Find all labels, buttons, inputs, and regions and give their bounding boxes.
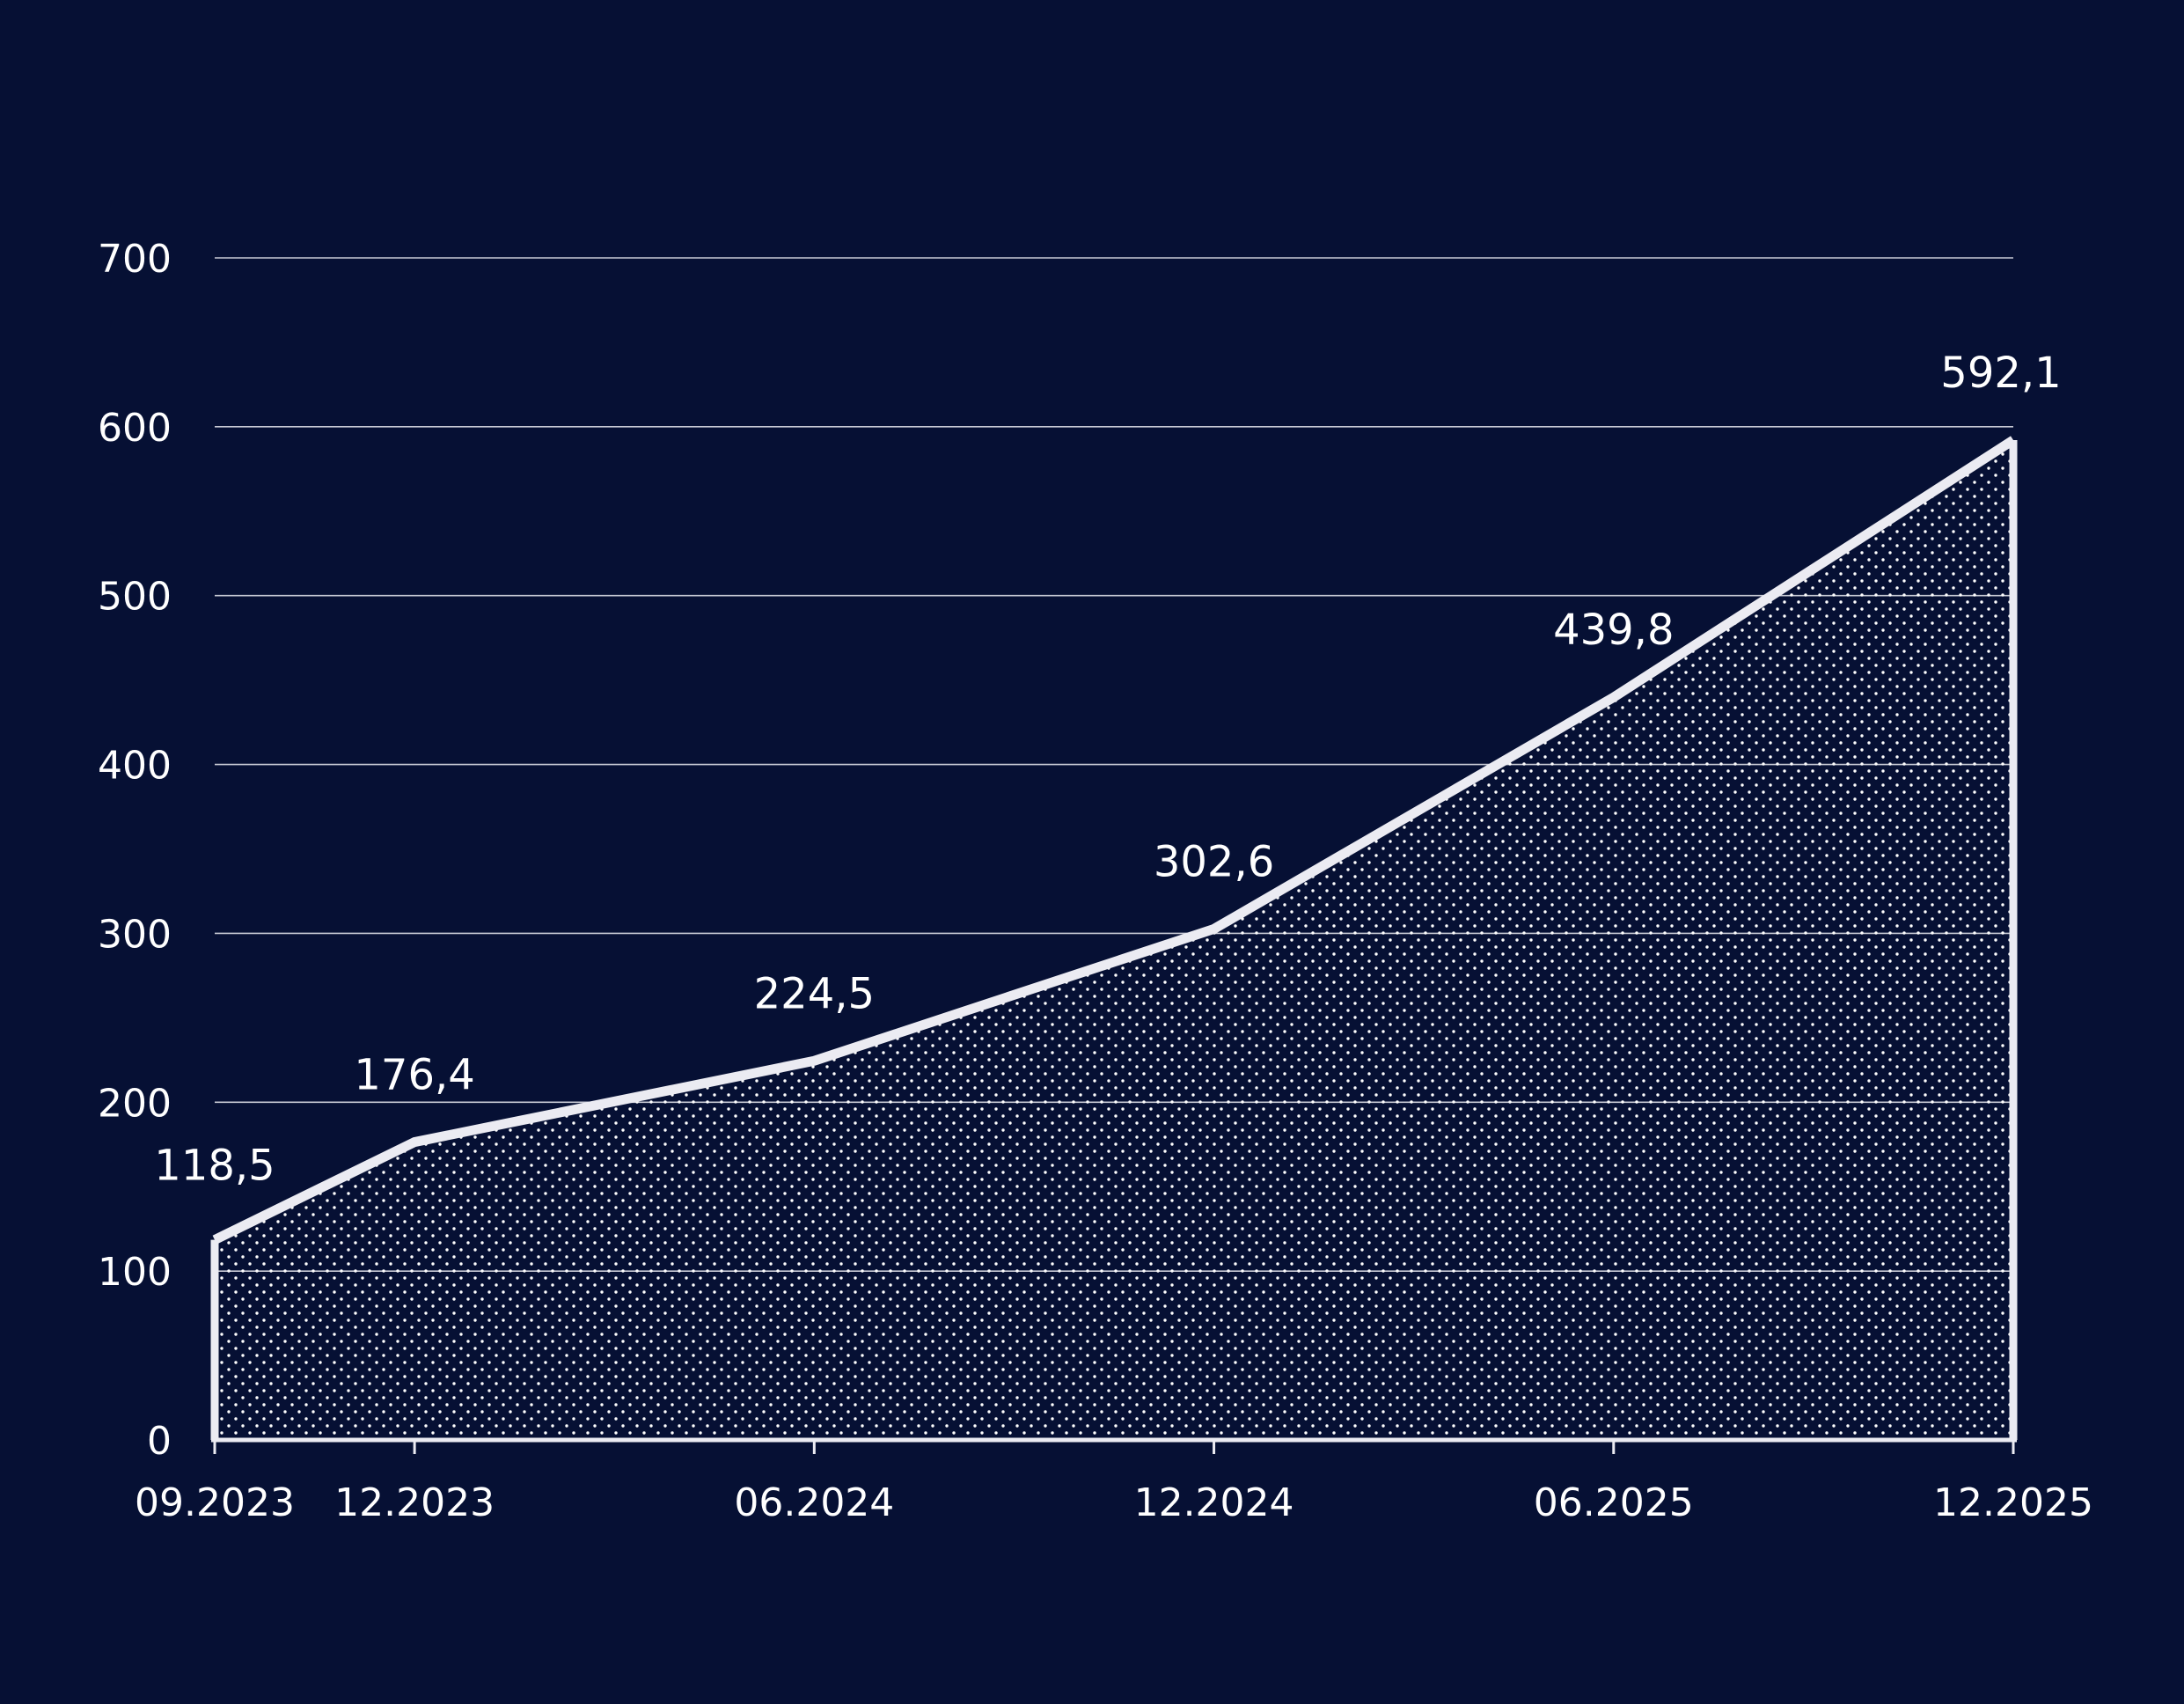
data-label: 439,8	[1553, 606, 1674, 655]
x-axis-ticks: 09.2023 12.2023 06.2024 12.2024 06.2025 12.20…	[135, 1440, 2093, 1525]
x-tick-label: 12.2025	[1933, 1480, 2093, 1525]
y-tick-label: 400	[98, 744, 172, 789]
data-label: 302,6	[1154, 837, 1274, 886]
gridlines	[215, 257, 2013, 1272]
y-tick-label: 700	[98, 237, 172, 282]
data-label: 592,1	[1940, 349, 2061, 398]
y-tick-label: 100	[98, 1250, 172, 1295]
data-label: 118,5	[154, 1142, 275, 1191]
y-tick-label: 300	[98, 912, 172, 957]
y-tick-label: 500	[98, 575, 172, 620]
area-dotted-fill	[215, 440, 2013, 1440]
data-label: 224,5	[754, 969, 875, 1018]
x-tick-label: 06.2025	[1534, 1480, 1694, 1525]
y-axis-ticks: 0 100 200 300 400 500 600 700	[98, 237, 172, 1464]
data-labels: 118,5 176,4 224,5 302,6 439,8 592,1	[154, 349, 2061, 1191]
area-fill	[210, 436, 2018, 1443]
y-tick-label: 600	[98, 406, 172, 451]
series-line	[212, 436, 2016, 1245]
x-tick-label: 09.2023	[135, 1480, 295, 1525]
x-tick-label: 06.2024	[734, 1480, 894, 1525]
x-tick-label: 12.2024	[1134, 1480, 1294, 1525]
y-tick-label: 200	[98, 1081, 172, 1126]
x-tick-label: 12.2023	[334, 1480, 495, 1525]
data-label: 176,4	[354, 1051, 474, 1100]
y-tick-label: 0	[147, 1419, 172, 1464]
